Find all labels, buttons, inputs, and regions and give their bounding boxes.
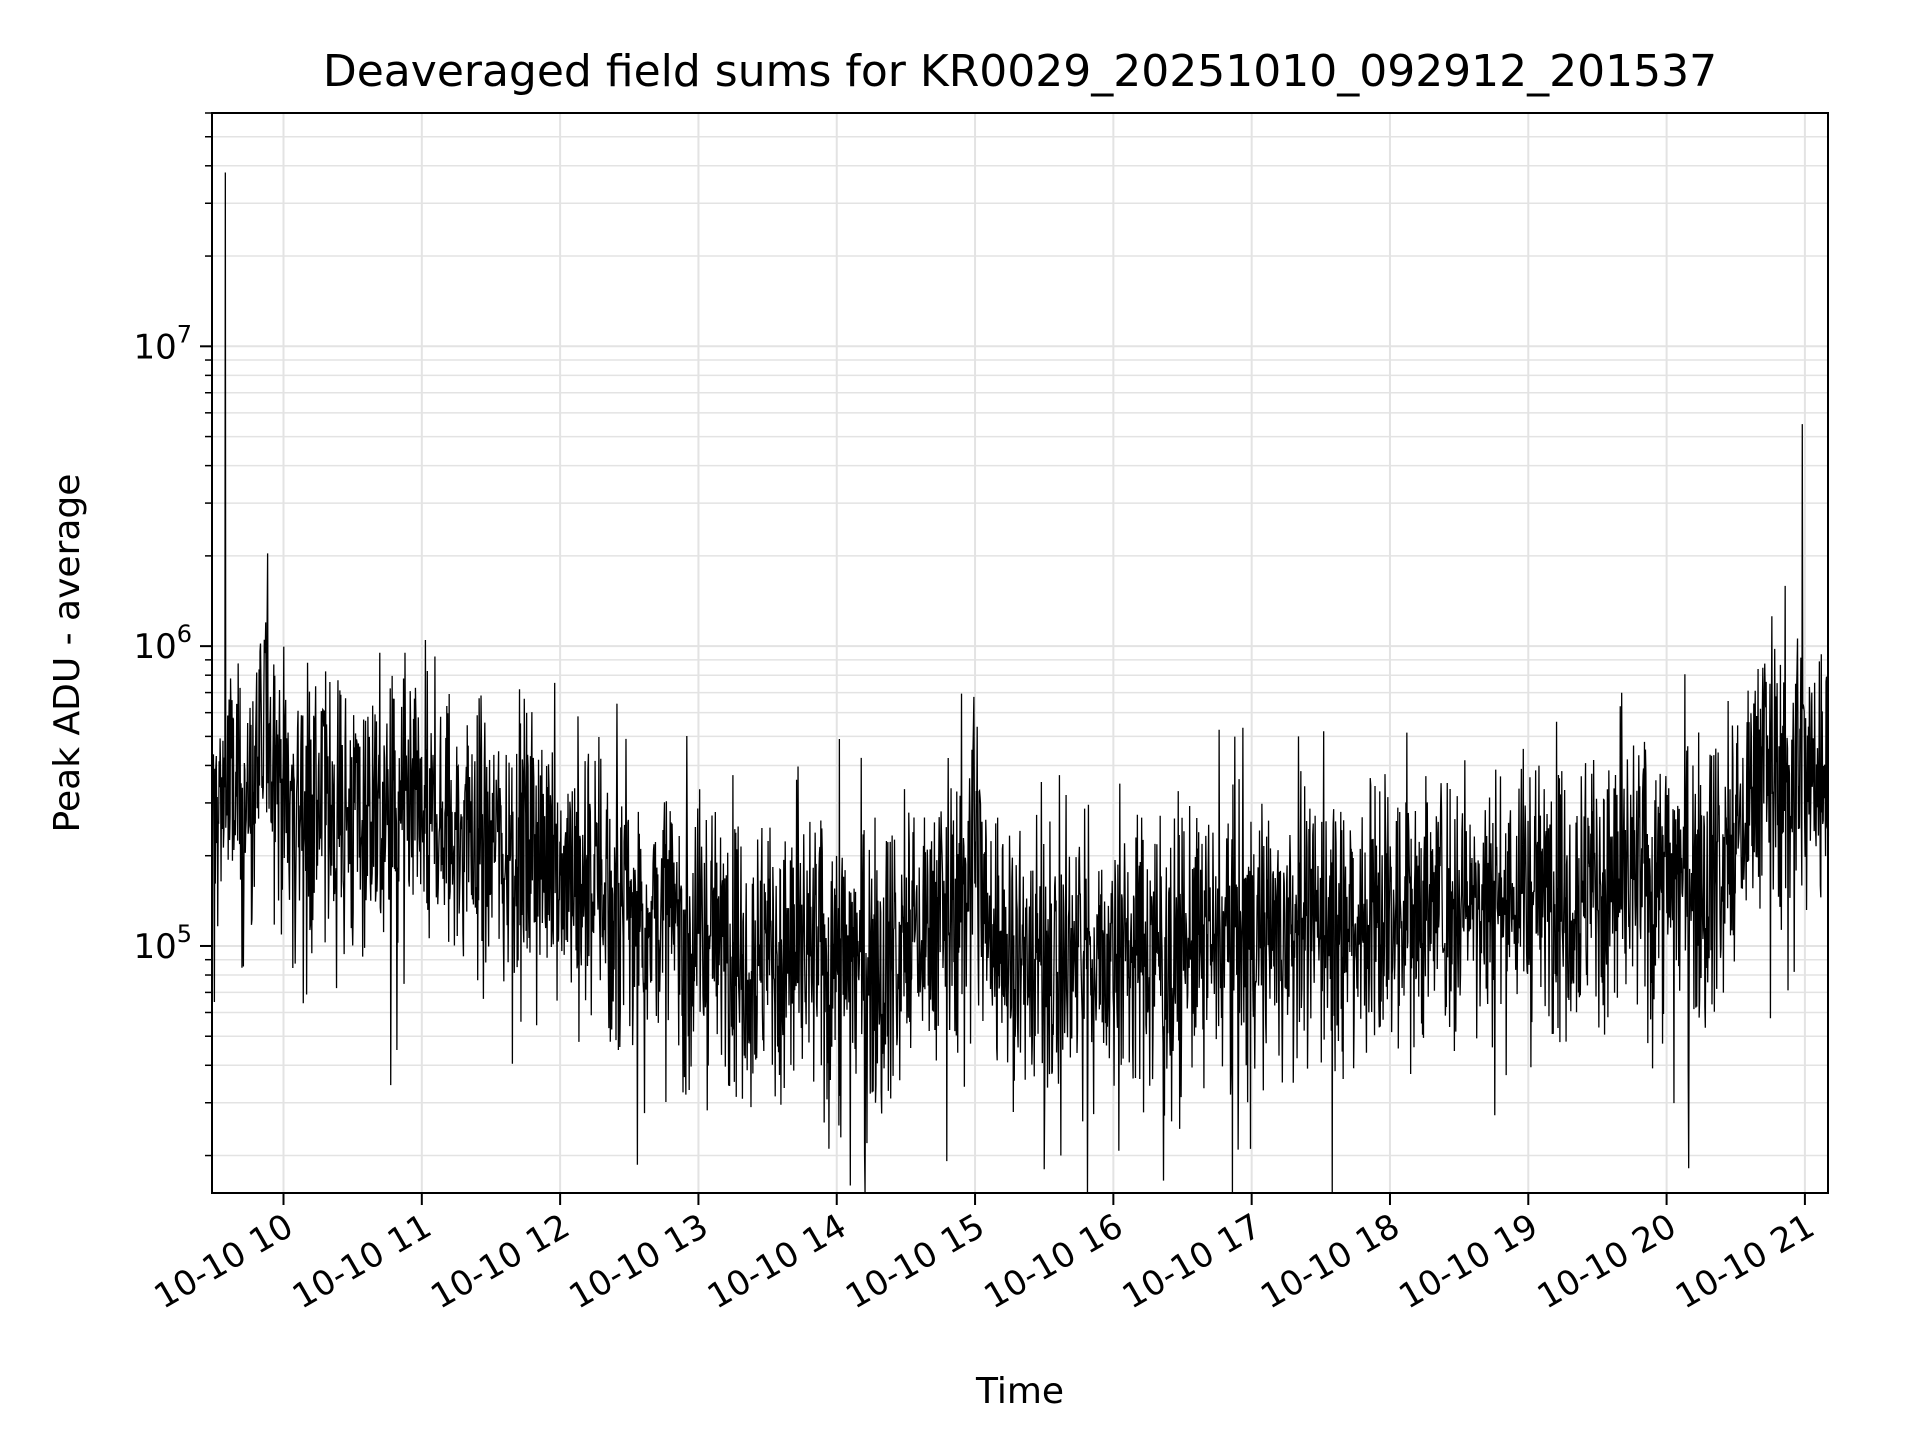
y-axis-label: Peak ADU - average (47, 474, 88, 833)
x-axis-label: Time (975, 1371, 1064, 1412)
y-tick-label: 107 (133, 320, 192, 367)
y-tick-label: 106 (133, 620, 192, 667)
data-series (212, 172, 1830, 1194)
chart-title: Deaveraged field sums for KR0029_2025101… (323, 46, 1717, 97)
y-tick-label: 105 (133, 920, 192, 967)
plot-frame (211, 112, 1829, 1194)
series-line (212, 172, 1830, 1194)
